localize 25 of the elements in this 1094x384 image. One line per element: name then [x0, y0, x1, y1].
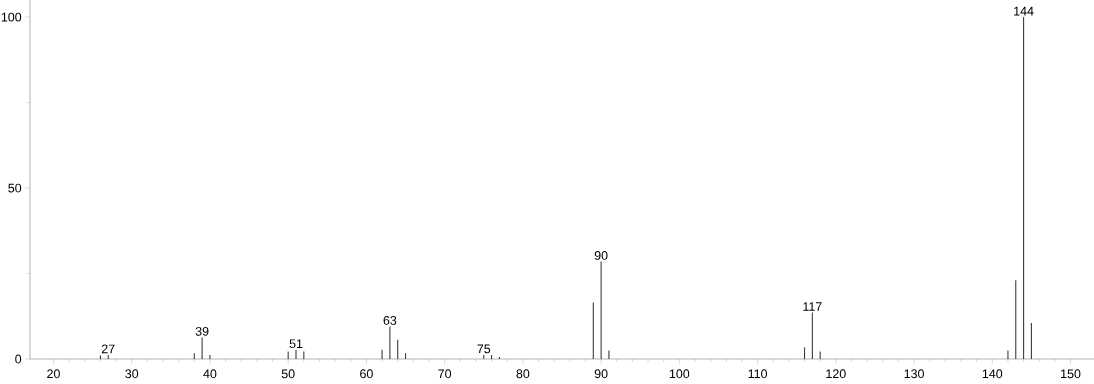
x-tick-label: 40: [203, 369, 217, 379]
y-tick-label: 50: [8, 183, 22, 193]
x-tick-label: 50: [281, 369, 295, 379]
x-tick-label: 110: [748, 369, 768, 379]
annotation: 63: [383, 316, 397, 325]
annotation: 39: [195, 326, 209, 336]
y-tick-label: 0: [15, 354, 22, 364]
x-tick-label: 130: [904, 369, 924, 379]
annotation: 90: [594, 251, 608, 260]
annotation: 144: [1014, 6, 1034, 16]
x-tick-label: 100: [669, 369, 690, 379]
x-tick-label: 90: [594, 369, 608, 379]
annotation: 51: [289, 339, 303, 349]
x-tick-label: 140: [982, 369, 1003, 379]
annotation: 27: [101, 344, 115, 354]
x-tick-label: 120: [826, 369, 846, 379]
x-tick-label: 80: [516, 369, 530, 379]
x-tick-label: 30: [125, 369, 139, 379]
y-tick-label: 100: [1, 12, 22, 22]
annotation: 75: [477, 344, 491, 354]
annotation: 117: [803, 302, 822, 311]
x-tick-label: 20: [47, 369, 60, 379]
x-tick-label: 60: [360, 369, 373, 379]
x-tick-label: 150: [1061, 369, 1081, 379]
x-tick-label: 70: [438, 369, 452, 379]
